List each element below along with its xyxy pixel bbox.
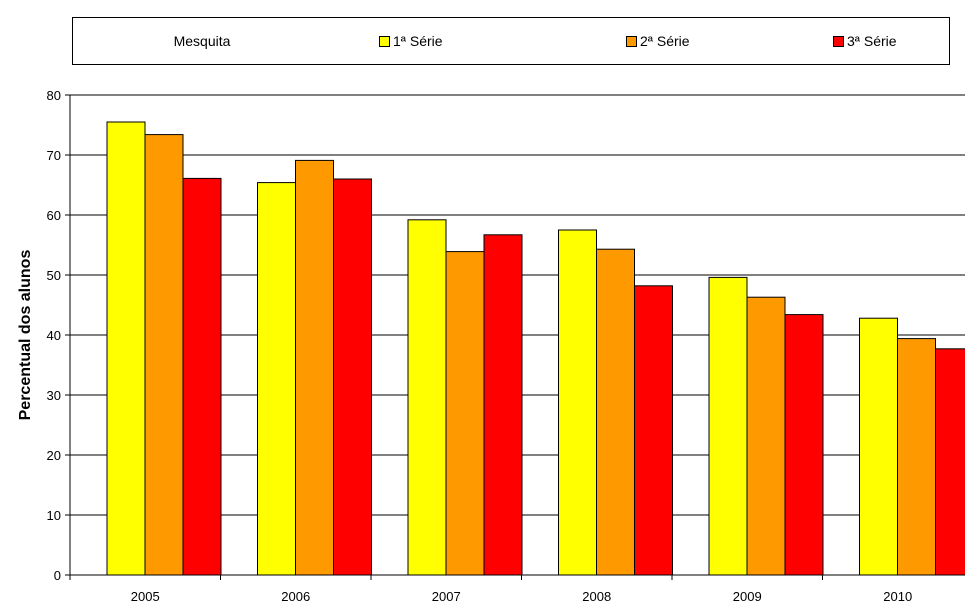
- y-tick-label: 60: [47, 208, 61, 223]
- y-axis-title: Percentual dos alunos: [17, 250, 34, 421]
- bar-2010-series-3: [935, 348, 965, 576]
- x-tick-label: 2009: [733, 589, 762, 604]
- y-tick-label: 30: [47, 388, 61, 403]
- legend-title: Mesquita: [173, 33, 231, 49]
- y-tick-label: 50: [47, 268, 61, 283]
- y-tick-label: 0: [54, 568, 61, 583]
- bar-2005-series-2: [144, 134, 184, 576]
- x-tick-label: 2010: [883, 589, 912, 604]
- bar-2005-series-3: [182, 177, 222, 576]
- bar-2008-series-2: [596, 248, 635, 576]
- bar-2007-series-1: [407, 219, 447, 576]
- x-tick-label: 2008: [582, 589, 611, 604]
- x-tick-label: 2006: [281, 589, 310, 604]
- legend-label: 1ª Série: [393, 33, 443, 49]
- legend-swatch-red: [833, 36, 844, 47]
- bar-2009-series-3: [784, 314, 824, 576]
- bar-2007-series-3: [483, 234, 523, 576]
- legend-item-2a-serie: 2ª Série: [626, 18, 690, 64]
- bar-2008-series-1: [558, 229, 597, 576]
- bar-2008-series-3: [634, 285, 673, 576]
- legend-item-1a-serie: 1ª Série: [379, 18, 443, 64]
- bars: [106, 121, 965, 576]
- bar-2006-series-2: [295, 159, 334, 576]
- bar-2007-series-2: [445, 251, 485, 576]
- axes: [65, 94, 965, 580]
- x-tick-labels: 2005 2006 2007 2008 2009 2010: [131, 589, 912, 604]
- bar-2009-series-2: [746, 296, 786, 576]
- legend-label: 2ª Série: [640, 33, 690, 49]
- bar-2009-series-1: [708, 276, 748, 576]
- legend-swatch-orange: [626, 36, 637, 47]
- y-tick-label: 40: [47, 328, 61, 343]
- bar-2006-series-3: [333, 178, 372, 576]
- y-tick-label: 20: [47, 448, 61, 463]
- bar-2005-series-1: [106, 121, 146, 576]
- y-tick-label: 80: [47, 88, 61, 103]
- legend-swatch-yellow: [379, 36, 390, 47]
- y-tick-labels: 0 10 20 30 40 50 60 70 80: [47, 88, 61, 583]
- bar-2010-series-1: [859, 317, 898, 576]
- x-tick-label: 2007: [432, 589, 461, 604]
- bar-2006-series-1: [257, 182, 296, 576]
- legend: Mesquita 1ª Série 2ª Série 3ª Série: [72, 17, 950, 65]
- y-tick-label: 10: [47, 508, 61, 523]
- legend-label: 3ª Série: [847, 33, 897, 49]
- y-tick-label: 70: [47, 148, 61, 163]
- x-tick-label: 2005: [131, 589, 160, 604]
- bar-2010-series-2: [897, 338, 936, 576]
- legend-item-3a-serie: 3ª Série: [833, 18, 897, 64]
